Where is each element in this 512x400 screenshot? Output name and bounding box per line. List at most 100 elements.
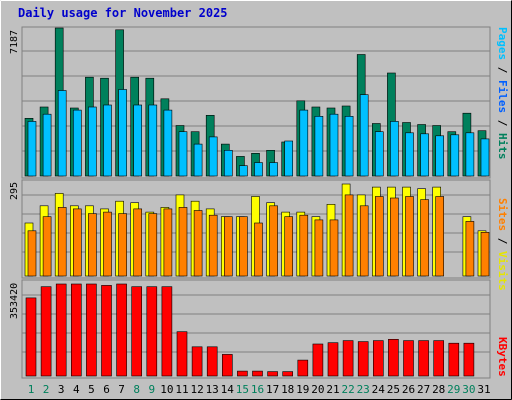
kbytes-bar (388, 338, 399, 377)
legend-pages: Pages (496, 27, 509, 61)
files-bar (73, 109, 82, 177)
kbytes-bar (357, 341, 369, 377)
files-bar (163, 109, 173, 177)
kbytes-bar (206, 346, 218, 377)
sites-bar (224, 216, 233, 277)
kbytes-bar (327, 342, 339, 377)
x-tick-label: 10 (160, 383, 173, 396)
kbytes-bar (116, 283, 127, 377)
kbytes-bar (297, 359, 309, 377)
x-tick-label: 29 (447, 383, 460, 396)
x-tick-label: 12 (190, 383, 203, 396)
middle-y-max-label: 295 (9, 181, 20, 200)
x-tick-label: 7 (118, 383, 125, 396)
sites-bar (374, 196, 384, 277)
bottom-legend: KBytes (496, 337, 509, 377)
sites-bar (27, 230, 37, 277)
sites-bar (329, 219, 339, 277)
x-tick-label: 8 (133, 383, 140, 396)
files-bar (435, 135, 445, 177)
kbytes-bar (463, 342, 475, 377)
x-tick-label: 15 (236, 383, 249, 396)
kbytes-bar (433, 340, 445, 377)
files-bar (359, 94, 369, 177)
x-tick-label: 30 (462, 383, 475, 396)
kbytes-bar (418, 340, 429, 377)
sites-bar (88, 213, 97, 277)
kbytes-bar (161, 286, 173, 377)
kbytes-bar (131, 286, 142, 377)
middle-plot-area (21, 179, 491, 279)
top-legend: Pages / Files / Hits (496, 27, 509, 160)
x-tick-label: 27 (417, 383, 430, 396)
x-tick-label: 22 (341, 383, 354, 396)
sites-bar (390, 197, 399, 277)
kbytes-bar (403, 340, 414, 377)
x-tick-label: 31 (477, 383, 490, 396)
legend-hits: Hits (496, 133, 509, 160)
files-bar (405, 132, 414, 177)
kbytes-bar (40, 286, 52, 377)
sites-bar (480, 232, 490, 277)
sites-bar (299, 214, 309, 277)
sites-bar (118, 213, 127, 277)
files-bar (88, 106, 97, 177)
sites-bar (435, 196, 445, 277)
files-bar (450, 134, 460, 177)
x-tick-label: 17 (266, 383, 279, 396)
sites-bar (208, 214, 218, 277)
sites-bar (359, 205, 369, 277)
kbytes-bar (71, 283, 82, 377)
middle-legend: Sites / Visits (496, 198, 509, 291)
kbytes-bar (448, 342, 460, 377)
files-bar (239, 165, 248, 177)
sites-bar (344, 194, 354, 277)
bottom-plot-area (21, 279, 491, 379)
sites-bar (73, 208, 82, 277)
kbytes-bar (191, 346, 203, 377)
kbytes-bar (342, 340, 354, 377)
files-bar (314, 116, 324, 177)
kbytes-bar (267, 371, 278, 377)
files-bar (103, 104, 112, 177)
files-bar (118, 89, 127, 177)
x-tick-label: 23 (357, 383, 370, 396)
top-plot-area (21, 26, 491, 179)
files-bar (27, 121, 37, 177)
files-bar (480, 138, 490, 177)
kbytes-bar (222, 354, 233, 377)
chart-title: Daily usage for November 2025 (18, 6, 228, 20)
x-tick-label: 1 (28, 383, 35, 396)
files-bar (269, 162, 278, 177)
files-bar (420, 133, 429, 177)
x-tick-label: 26 (402, 383, 415, 396)
files-bar (148, 104, 158, 177)
x-tick-label: 11 (175, 383, 188, 396)
files-bar (224, 150, 233, 177)
legend-kbytes: KBytes (496, 337, 509, 377)
sites-bar (57, 207, 67, 277)
kbytes-bar (372, 340, 384, 377)
files-bar (329, 113, 339, 177)
files-bar (374, 131, 384, 177)
x-tick-label: 25 (387, 383, 400, 396)
files-bar (254, 162, 263, 177)
legend-sites: Sites (496, 198, 509, 232)
x-tick-label: 3 (58, 383, 65, 396)
x-tick-label: 28 (432, 383, 445, 396)
sites-bar (405, 196, 414, 277)
sites-bar (163, 208, 173, 277)
files-bar (208, 136, 218, 177)
x-tick-label: 14 (221, 383, 235, 396)
kbytes-bar (86, 283, 97, 377)
kbytes-bar (25, 297, 37, 377)
kbytes-bar (101, 285, 112, 377)
files-bar (344, 116, 354, 177)
files-bar (299, 109, 309, 177)
x-tick-label: 16 (251, 383, 264, 396)
kbytes-bar (282, 371, 294, 377)
x-tick-label: 13 (206, 383, 219, 396)
kbytes-bar (237, 370, 248, 377)
x-tick-label: 21 (326, 383, 339, 396)
